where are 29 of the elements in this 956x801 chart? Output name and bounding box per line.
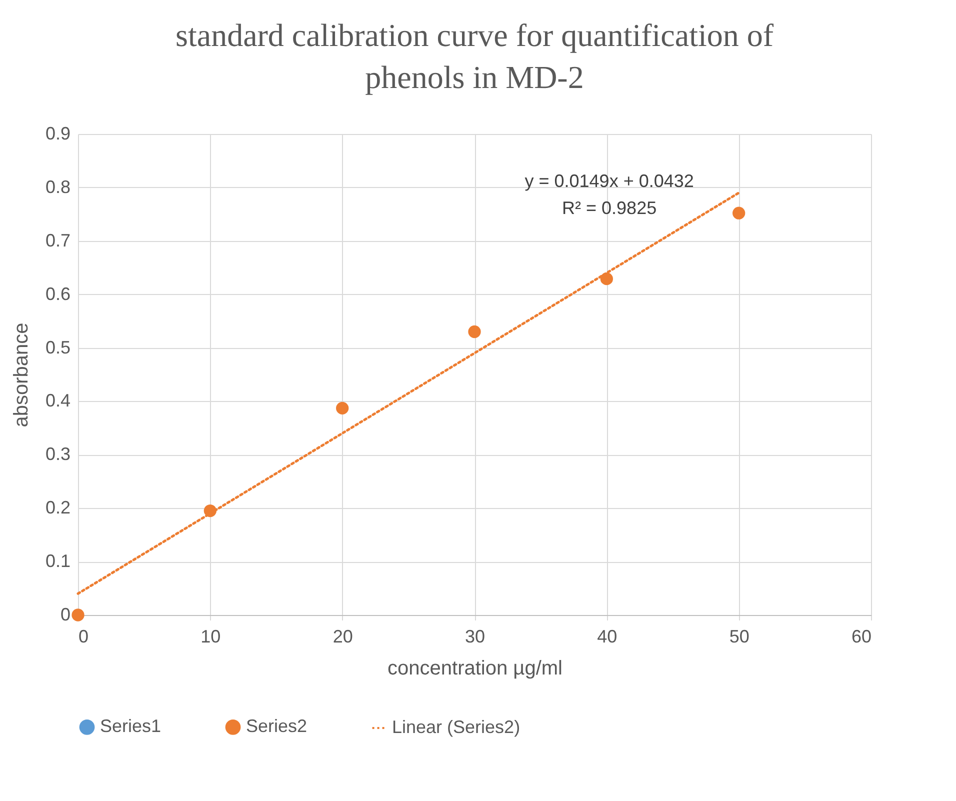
y-tick-label: 0.2 [45, 498, 70, 518]
point [336, 402, 349, 414]
x-tick-label: 50 [729, 626, 750, 646]
point [732, 206, 746, 220]
y-tick-label: 0.9 [45, 124, 70, 144]
x-tick-label: 20 [332, 626, 353, 646]
y-tick-label: 0.3 [45, 444, 70, 464]
point [468, 325, 481, 338]
chart-title: standard calibration curve for quantification of phenols in MD-2 [176, 17, 774, 95]
x-tick-label: 40 [597, 626, 618, 646]
y-tick-label: 0.1 [45, 551, 70, 572]
y-tick-label: 0.5 [45, 337, 70, 358]
y-tick-label: 0.7 [45, 230, 70, 250]
legend-label: Linear (Series2) [392, 717, 520, 737]
x-axis-title: concentration µg/ml [388, 658, 562, 680]
x-tick-label: 60 [851, 626, 872, 646]
x-tick-label: 10 [200, 626, 221, 646]
y-tick-label: 0 [60, 604, 70, 624]
legend-label: Series2 [246, 716, 308, 736]
y-axis-title: absorbance [10, 322, 32, 428]
x-tick-label: 0 [78, 626, 89, 646]
y-tick-label: 0.6 [45, 284, 70, 304]
annotation: y = 0.0149x + 0.0432 [524, 171, 694, 192]
y-tick-label: 0.4 [45, 390, 70, 411]
x-tick-label: 30 [464, 626, 486, 646]
legend-label: Series1 [100, 716, 162, 736]
y-tick-label: 0.8 [45, 176, 70, 197]
annotation: R² = 0.9825 [562, 198, 657, 218]
point [72, 608, 84, 622]
